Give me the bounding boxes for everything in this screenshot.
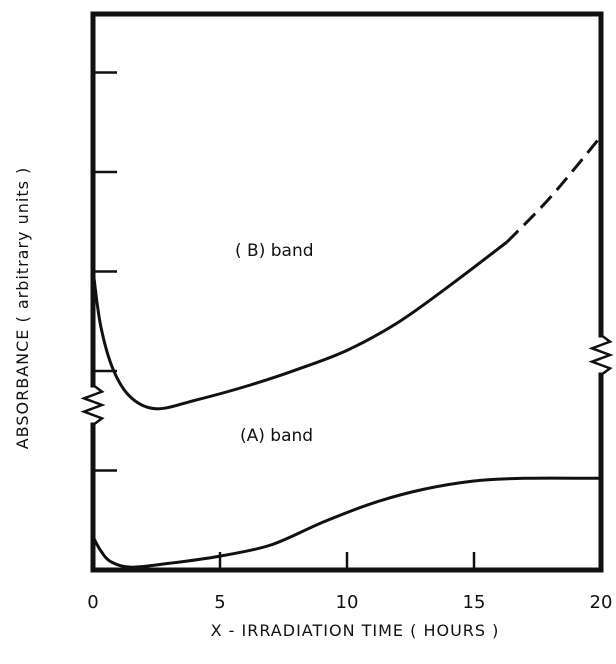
x-tick-label: 15 xyxy=(463,592,486,613)
x-axis-ticks xyxy=(218,552,476,570)
left-axis-break xyxy=(80,383,106,427)
x-tick-label: 5 xyxy=(214,592,225,613)
right-axis-break xyxy=(588,333,614,377)
b-band-label: ( B) band xyxy=(235,241,314,261)
axis-break-marks xyxy=(80,333,614,427)
series-layer xyxy=(91,135,603,569)
plot-frame xyxy=(90,11,604,573)
x-tick-label: 10 xyxy=(336,592,359,613)
x-tick-label: 0 xyxy=(87,592,98,613)
x-tick-label: 20 xyxy=(590,592,613,613)
band-labels: ( B) band (A) band xyxy=(235,241,314,446)
x-axis-tick-labels: 0 5 10 15 20 xyxy=(87,592,612,613)
y-axis-ticks xyxy=(93,71,117,472)
b-band-extrapolated-line xyxy=(505,135,603,244)
b-band-line xyxy=(91,240,508,411)
a-band-line xyxy=(91,476,602,569)
x-axis-title: X - IRRADIATION TIME ( HOURS ) xyxy=(211,621,500,640)
y-axis-title: ABSORBANCE ( arbitrary units ) xyxy=(13,167,32,450)
a-band-label: (A) band xyxy=(240,426,313,446)
